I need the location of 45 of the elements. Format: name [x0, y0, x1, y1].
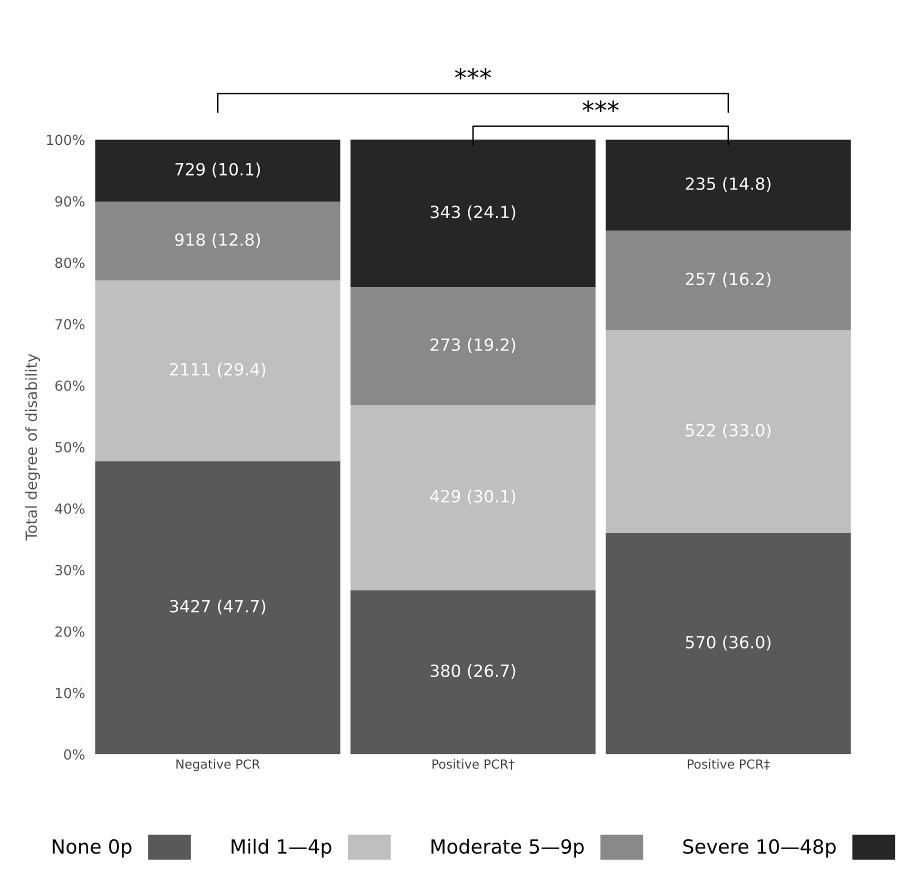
- y-tick-label: 70%: [56, 319, 84, 330]
- data-label: 522 (33.0): [686, 424, 770, 438]
- bar: [95, 202, 340, 280]
- y-tick-label: 100%: [47, 134, 84, 146]
- data-label: 273 (19.2): [430, 338, 516, 353]
- x-tick-label: Positive PCR†: [432, 759, 514, 770]
- legend-label: Mild 1—4p: [232, 838, 332, 858]
- y-tick-label: 60%: [55, 380, 84, 391]
- y-tick-label: 0%: [64, 749, 84, 760]
- y-tick-label: 20%: [55, 626, 84, 637]
- data-label: 3427 (47.7): [170, 600, 266, 614]
- legend-label: None 0p: [52, 839, 132, 858]
- bar: [606, 533, 851, 754]
- y-tick-label: 40%: [55, 503, 84, 514]
- bar: [606, 230, 851, 330]
- legend-label: Severe 10—48p: [683, 839, 836, 858]
- data-label: 570 (36.0): [686, 636, 770, 650]
- text: ***: [582, 100, 619, 112]
- bar: [350, 140, 596, 288]
- text: ***: [455, 68, 492, 80]
- bar: [95, 461, 340, 754]
- y-tick-label: 90%: [55, 196, 84, 207]
- data-label: 918 (12.8): [175, 233, 260, 248]
- y-tick-label: 10%: [56, 688, 84, 698]
- x-tick-label: Negative PCR: [176, 759, 260, 772]
- bar: [95, 280, 340, 462]
- data-label: 257 (16.2): [686, 272, 770, 288]
- bar: [95, 140, 340, 202]
- y-tick-label: 50%: [55, 442, 84, 452]
- y-tick-label: 30%: [55, 564, 84, 576]
- data-label: 235 (14.8): [686, 177, 770, 192]
- data-label: 2111 (29.4): [170, 362, 266, 378]
- legend-label: Moderate 5—9p: [432, 838, 584, 858]
- bar: [606, 140, 851, 231]
- bar: [606, 330, 851, 534]
- data-label: 343 (24.1): [430, 205, 516, 220]
- data-label: 380 (26.7): [430, 664, 516, 680]
- bar: [350, 405, 596, 590]
- bar: [350, 287, 596, 406]
- data-label: 429 (30.1): [430, 490, 516, 504]
- y-axis-title: Total degree of disability: [25, 354, 40, 541]
- bar: [350, 590, 596, 754]
- data-label: 729 (10.1): [175, 162, 260, 178]
- x-tick-label: Positive PCR‡: [688, 759, 770, 770]
- y-tick-label: 80%: [55, 258, 84, 268]
